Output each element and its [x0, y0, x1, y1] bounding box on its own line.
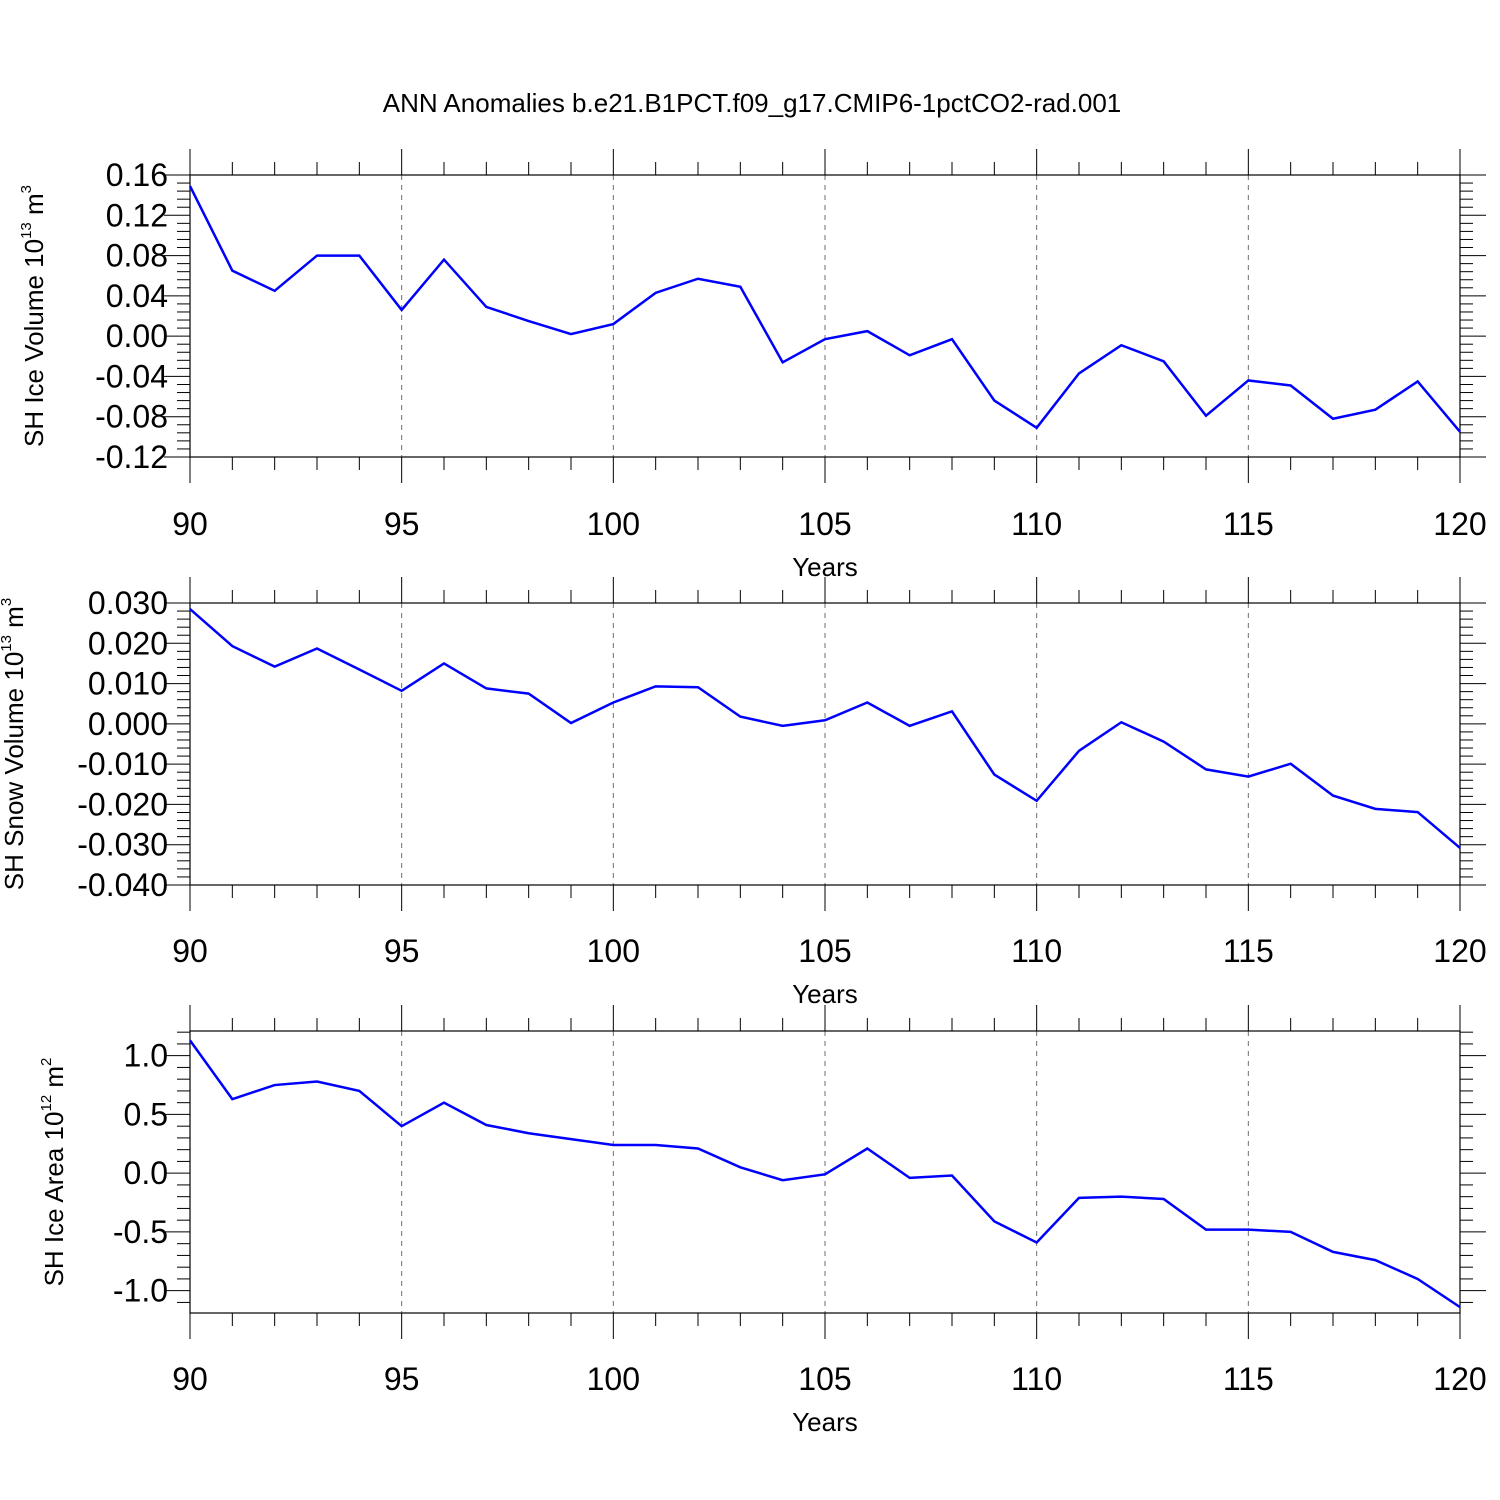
series-line	[188, 1039, 1461, 1309]
y-axis-label-unit-exponent: 2	[38, 1058, 55, 1066]
y-tick-label: -0.010	[77, 746, 168, 782]
y-tick-label: 0.08	[106, 238, 168, 274]
series-line	[188, 185, 1461, 433]
y-tick-label: 0.000	[88, 706, 168, 742]
x-tick-label: 95	[384, 933, 420, 969]
y-tick-label: 0.0	[124, 1155, 168, 1191]
x-tick-label: 110	[1011, 1361, 1062, 1397]
y-tick-label: -0.08	[95, 399, 168, 435]
y-tick-label: 0.020	[88, 625, 168, 661]
y-tick-label: 0.04	[106, 278, 168, 314]
y-axis-label-unit: m	[19, 193, 49, 222]
x-tick-label: 105	[798, 933, 851, 969]
figure-title: ANN Anomalies b.e21.B1PCT.f09_g17.CMIP6-…	[383, 88, 1122, 118]
x-tick-label: 100	[587, 933, 640, 969]
x-tick-label: 110	[1011, 933, 1062, 969]
y-axis-label-unit: m	[0, 606, 29, 635]
y-tick-label: 1.0	[124, 1038, 168, 1074]
x-tick-label: 115	[1223, 506, 1274, 542]
x-tick-label: 115	[1223, 933, 1274, 969]
y-tick-label: 0.16	[106, 157, 168, 193]
y-tick-label: 0.010	[88, 666, 168, 702]
x-axis-label: Years	[792, 979, 858, 1009]
x-tick-label: 95	[384, 1361, 420, 1397]
y-axis-label-unit-exponent: 3	[0, 598, 15, 606]
x-tick-label: 115	[1223, 1361, 1274, 1397]
x-tick-label: 120	[1433, 1361, 1486, 1397]
y-axis-label-exponent: 12	[38, 1095, 55, 1112]
x-tick-label: 90	[172, 933, 208, 969]
panel-3: 1.0 0.5 0.0 -0.5 -1.0 90 95 100 105 110 115 120 Year…	[38, 1005, 1487, 1437]
panel-2: 0.030 0.020 0.010 0.000 -0.010 -0.020 -0.030 -0…	[0, 577, 1487, 1009]
y-axis-label-exponent: 13	[0, 635, 15, 652]
x-tick-label: 105	[798, 506, 851, 542]
series-line	[189, 608, 1461, 849]
y-axis-label: SH Ice Area 1012 m2	[38, 1058, 69, 1287]
y-axis-label-text: SH Snow Volume 10	[0, 652, 29, 890]
y-tick-label: -0.12	[95, 439, 168, 475]
x-tick-label: 110	[1011, 506, 1062, 542]
y-tick-label: -0.020	[77, 786, 168, 822]
y-tick-label: 0.5	[124, 1096, 168, 1132]
x-tick-label: 95	[384, 506, 420, 542]
plot-frame	[189, 174, 1461, 458]
x-axis-label: Years	[792, 1407, 858, 1437]
x-tick-label: 120	[1433, 506, 1486, 542]
x-tick-label: 120	[1433, 933, 1486, 969]
y-axis-label: SH Ice Volume 1013 m3	[18, 185, 49, 447]
y-axis-label-text: SH Ice Area 10	[39, 1112, 69, 1287]
y-tick-label: 0.12	[106, 197, 168, 233]
y-tick-label: 0.030	[88, 585, 168, 621]
y-tick-label: -0.030	[77, 827, 168, 863]
x-tick-label: 100	[587, 506, 640, 542]
y-axis-label-unit: m	[39, 1066, 69, 1095]
x-tick-label: 100	[587, 1361, 640, 1397]
y-axis-label-text: SH Ice Volume 10	[19, 239, 49, 447]
y-axis-label: SH Snow Volume 1013 m3	[0, 598, 29, 890]
y-tick-label: -0.04	[95, 358, 168, 394]
x-tick-label: 90	[172, 1361, 208, 1397]
plot-frame	[189, 602, 1461, 886]
plot-frame	[189, 1030, 1461, 1314]
y-tick-label: -1.0	[113, 1273, 168, 1309]
x-tick-label: 105	[798, 1361, 851, 1397]
y-axis-label-unit-exponent: 3	[18, 185, 35, 193]
y-tick-label: -0.5	[113, 1214, 168, 1250]
y-axis-label-exponent: 13	[18, 222, 35, 239]
y-tick-label: 0.00	[106, 318, 168, 354]
y-tick-label: -0.040	[77, 867, 168, 903]
x-tick-label: 90	[172, 506, 208, 542]
